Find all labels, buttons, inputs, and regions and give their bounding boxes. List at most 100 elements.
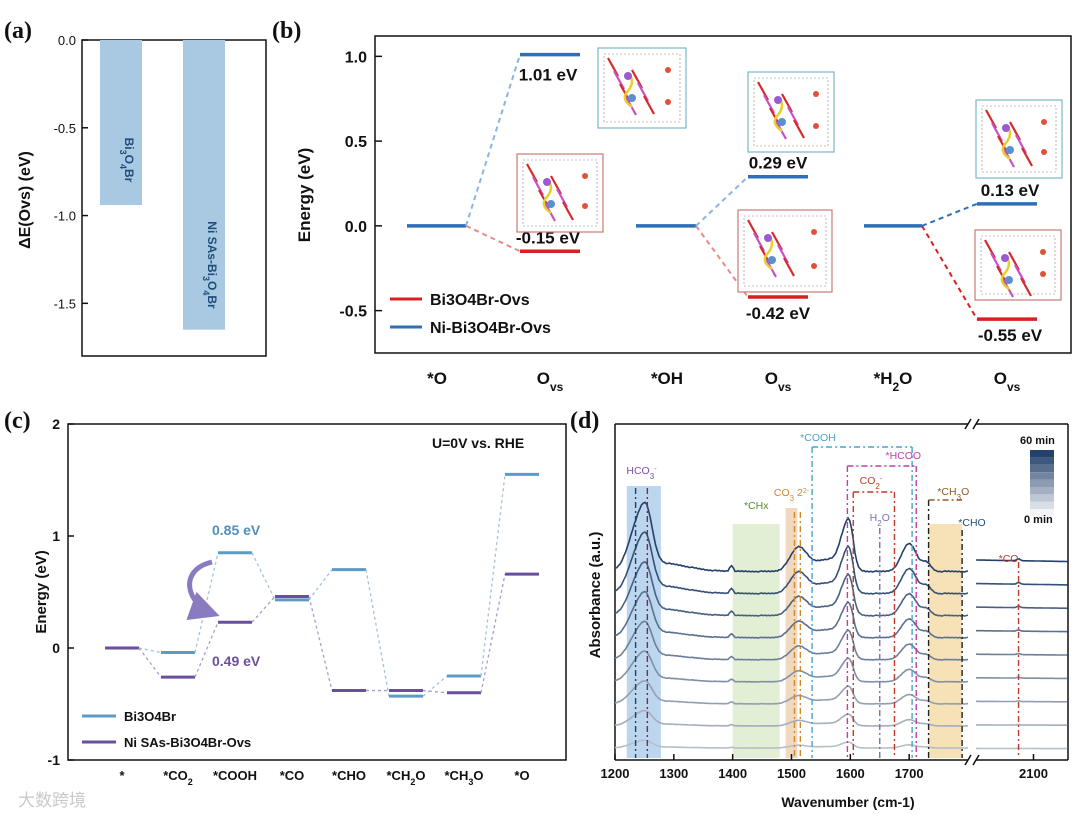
panel-label-a: (a) bbox=[4, 18, 32, 44]
ir-spectrum-break-4 bbox=[976, 652, 1068, 656]
connector-c-0-3 bbox=[251, 552, 276, 601]
xlabel-c-2: *COOH bbox=[213, 768, 257, 783]
ytick-label-b: -0.5 bbox=[339, 304, 367, 321]
xlabel-c-1: *CO2 bbox=[163, 768, 193, 787]
connector-c-0-1 bbox=[138, 647, 162, 654]
peak-label-0: HCO3- bbox=[626, 465, 657, 481]
xlabel-c-3: *CO bbox=[280, 768, 305, 783]
ytick-label-a: 0.0 bbox=[58, 33, 76, 48]
connector-c-1-1 bbox=[138, 647, 162, 678]
break-mark bbox=[964, 754, 972, 766]
region-co3 bbox=[785, 508, 798, 758]
ytick-label-c: 2 bbox=[52, 416, 60, 432]
ir-spectrum-break-3 bbox=[976, 676, 1068, 680]
connector-1-1 bbox=[695, 175, 749, 227]
ytick-label-b: 0.5 bbox=[345, 134, 367, 151]
ir-spectrum-break-7 bbox=[976, 581, 1068, 586]
region-chx bbox=[732, 524, 780, 758]
barrier-label-ni: 0.49 eV bbox=[212, 653, 261, 669]
ir-spectrum-7 bbox=[614, 531, 969, 595]
energy-label-bi-0: -0.15 eV bbox=[516, 228, 581, 247]
ytick-label-b: 1.0 bbox=[345, 49, 367, 66]
ir-spectrum-break-8 bbox=[976, 557, 1068, 563]
ir-spectrum-0 bbox=[614, 739, 968, 749]
energy-label-ni-0: 1.01 eV bbox=[519, 66, 578, 85]
barrier-label-bi: 0.85 eV bbox=[212, 522, 261, 538]
barrier-arrow bbox=[186, 559, 220, 621]
structure-ni-ovs-1 bbox=[597, 47, 687, 129]
xtick-label-d: 2100 bbox=[1019, 766, 1048, 781]
annotation-c: U=0V vs. RHE bbox=[432, 435, 524, 451]
xlabel-b-2: *OH bbox=[651, 369, 683, 388]
ir-spectrum-8 bbox=[614, 501, 969, 573]
connector-c-1-4 bbox=[308, 596, 333, 691]
connector-c-0-5 bbox=[365, 569, 390, 697]
axes-frame-a bbox=[81, 39, 267, 357]
structure-ni-ovs-2 bbox=[747, 71, 835, 153]
connector-c-0-6 bbox=[422, 675, 448, 697]
structure-ni-ovs-3 bbox=[975, 99, 1063, 179]
peak-label-9: *CO bbox=[999, 553, 1019, 565]
energy-label-ni-2: 0.13 eV bbox=[981, 181, 1040, 200]
panel-c-free-energy-diagram: -1 0 1 2 * *CO2 *COOH *CO *CHO *CH2O *CH3O *O U=0V… bbox=[33, 416, 567, 787]
colorbar-max-label: 60 min bbox=[1020, 435, 1055, 447]
legend-label-ni-ovs: Ni-Bi3O4Br-Ovs bbox=[430, 320, 551, 337]
xtick-label-d: 1700 bbox=[895, 766, 924, 781]
connector-1-0 bbox=[465, 54, 521, 227]
ytick-label-c: -1 bbox=[48, 752, 61, 768]
peak-label-4: *HCOO bbox=[885, 450, 921, 462]
colorbar-cell-3 bbox=[1030, 472, 1054, 480]
panel-a-bar-chart: 0.0 -0.5 -1.0 -1.5 Bi3O4Br Ni SAs-Bi3O4Br ΔE… bbox=[17, 33, 267, 357]
energy-label-ni-1: 0.29 eV bbox=[749, 154, 808, 173]
colorbar-cell-0 bbox=[1030, 450, 1054, 458]
xlabel-b-1: Ovs bbox=[537, 369, 564, 394]
ytick-label-a: -1.5 bbox=[54, 296, 76, 311]
connector-c-1-6 bbox=[422, 689, 448, 694]
xlabel-c-4: *CHO bbox=[332, 768, 366, 783]
ir-spectrum-1 bbox=[614, 709, 969, 727]
structure-bi-ovs-3 bbox=[974, 229, 1062, 301]
xlabel-b-0: *O bbox=[427, 369, 447, 388]
peak-label-2: CO3 22- bbox=[774, 487, 810, 503]
legend-b: Bi3O4Br-Ovs Ni-Bi3O4Br-Ovs bbox=[390, 292, 551, 337]
connector-0-0 bbox=[465, 224, 521, 253]
panel-d-ir-spectra: HCO3- *CHx CO3 22- *COOH *HCOO CO2- H2O *CH3O *C… bbox=[587, 418, 1069, 810]
connector-c-0-4 bbox=[308, 569, 333, 601]
ylabel-a: ΔE(Ovs) (eV) bbox=[17, 151, 34, 249]
ir-spectrum-break-5 bbox=[976, 629, 1068, 633]
ir-spectrum-break-1 bbox=[976, 723, 1068, 726]
colorbar-cell-6 bbox=[1030, 494, 1054, 502]
xtick-label-d: 1300 bbox=[659, 766, 688, 781]
energy-label-bi-1: -0.42 eV bbox=[746, 304, 811, 323]
ytick-label-c: 1 bbox=[52, 528, 60, 544]
peak-label-3: *COOH bbox=[800, 432, 836, 444]
break-mark bbox=[972, 754, 980, 766]
connector-1-2 bbox=[921, 202, 978, 227]
xlabel-b-5: Ovs bbox=[994, 369, 1021, 394]
colorbar-cell-4 bbox=[1030, 479, 1054, 487]
region-ch3o bbox=[928, 524, 963, 758]
xtick-label-d: 1500 bbox=[777, 766, 806, 781]
break-mark bbox=[972, 418, 980, 430]
peak-label-8: *CHO bbox=[958, 517, 985, 529]
peak-label-7: *CH3O bbox=[937, 486, 969, 502]
ir-spectrum-2 bbox=[614, 679, 969, 705]
xlabel-b-4: *H2O bbox=[874, 369, 913, 394]
colorbar-cell-7 bbox=[1030, 501, 1054, 510]
legend-label-c-ni: Ni SAs-Bi3O4Br-Ovs bbox=[124, 735, 251, 750]
xlabel-c-5: *CH2O bbox=[387, 768, 426, 787]
connector-c-1-2 bbox=[194, 621, 219, 678]
ytick-label-b: 0.0 bbox=[345, 219, 367, 236]
panel-label-d: (d) bbox=[570, 408, 599, 434]
ir-spectrum-3 bbox=[614, 650, 969, 683]
ytick-label-a: -1.0 bbox=[54, 209, 76, 224]
axes-frame-b bbox=[374, 35, 1072, 354]
bar-label-1: Ni SAs-Bi3O4Br bbox=[201, 221, 219, 309]
ylabel-b: Energy (eV) bbox=[295, 148, 314, 242]
legend-label-c-bi: Bi3O4Br bbox=[124, 709, 176, 724]
colorbar-cell-1 bbox=[1030, 457, 1054, 465]
break-mark bbox=[964, 418, 972, 430]
colorbar-cell-5 bbox=[1030, 487, 1054, 495]
connector-c-0-2 bbox=[194, 552, 219, 653]
